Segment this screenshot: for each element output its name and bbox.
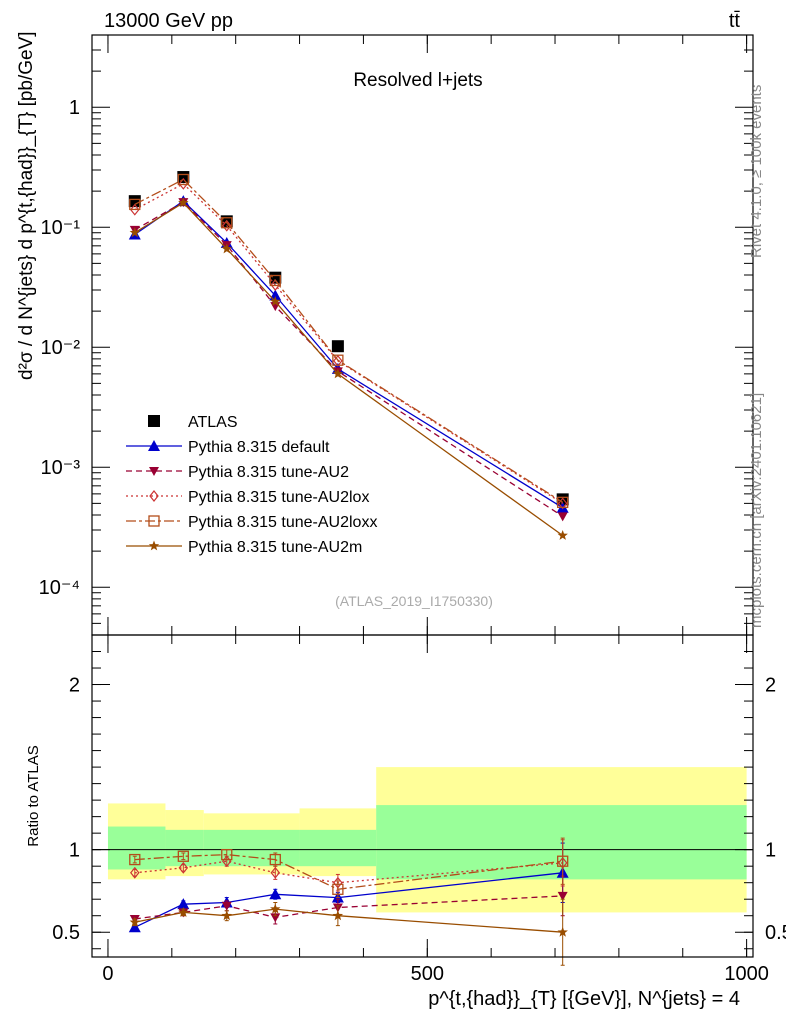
legend-marker-au2loxx xyxy=(148,515,160,527)
legend-marker-au2lox xyxy=(149,490,159,502)
main-point-au2m xyxy=(270,296,281,307)
ratio-point-au2 xyxy=(557,891,568,901)
legend: ATLAS Pythia 8.315 default Pythia 8.315 tu… xyxy=(126,414,377,556)
ratio-point-au2loxx xyxy=(129,853,141,866)
main-point-data xyxy=(331,340,344,353)
process-label: tt̄ xyxy=(729,10,741,32)
legend-marker-au2m xyxy=(148,540,160,551)
ratio-point-au2loxx xyxy=(221,848,233,861)
ratio-point-au2m xyxy=(178,906,189,917)
main-point-data xyxy=(269,271,282,284)
main-point-au2loxx xyxy=(557,496,569,508)
axis-ticks: 10⁻⁴ 10⁻³ 10⁻² 10⁻¹ 1 0.5 0.5 1 1 2 2 0 500 1000 xyxy=(39,34,786,985)
main-point-au2 xyxy=(557,512,568,522)
main-point-au2loxx xyxy=(221,217,233,229)
ratio-line-au2m xyxy=(134,908,563,933)
legend-label-au2m: Pythia 8.315 tune-AU2m xyxy=(188,539,362,556)
ratio-point-au2lox xyxy=(270,866,281,879)
ratio-point-au2lox xyxy=(178,861,189,874)
ratio-point-au2m xyxy=(332,910,344,921)
main-ytick-label: 1 xyxy=(69,97,80,119)
main-point-data xyxy=(128,195,141,208)
ratio-point-au2m xyxy=(270,903,281,914)
main-line-au2lox xyxy=(134,183,564,504)
legend-marker-data xyxy=(148,415,160,427)
main-ytick-label: 10⁻¹ xyxy=(41,217,81,239)
plot-title: Resolved l+jets xyxy=(353,70,482,91)
main-point-au2lox xyxy=(130,203,140,216)
ratio-line-au2loxx xyxy=(134,853,563,890)
legend-label-default: Pythia 8.315 default xyxy=(188,439,330,456)
legend-label-au2loxx: Pythia 8.315 tune-AU2loxx xyxy=(188,514,377,531)
ratio-point-au2m xyxy=(129,916,140,927)
main-series-group xyxy=(128,171,569,540)
ratio-frame xyxy=(91,634,754,958)
ratio-point-au2m xyxy=(221,910,232,921)
band-inner-0 xyxy=(107,826,166,870)
main-ytick-label: 10⁻² xyxy=(41,337,81,359)
ratio-series-group xyxy=(128,837,569,966)
main-line-default xyxy=(134,200,564,509)
main-point-au2loxx xyxy=(129,198,141,211)
mcplots-label: mcplots.cern.ch [arXiv:2401.10621] xyxy=(748,393,765,628)
energy-label: 13000 GeV pp xyxy=(104,10,233,32)
ratio-point-default xyxy=(269,888,282,900)
main-point-au2loxx xyxy=(332,354,344,366)
main-point-au2m xyxy=(221,243,232,254)
ratio-ytick-label: 1 xyxy=(69,840,80,862)
main-point-au2lox xyxy=(221,219,232,232)
main-point-au2lox xyxy=(333,354,343,367)
rivet-label: Rivet 4.1.0, ≥ 100k events xyxy=(748,85,765,258)
legend-marker-au2 xyxy=(149,467,159,476)
legend-label-au2lox: Pythia 8.315 tune-AU2lox xyxy=(188,489,369,506)
ratio-line-au2lox xyxy=(134,860,563,884)
xtick-label: 500 xyxy=(411,963,444,985)
ratio-ytick-label: 0.5 xyxy=(52,922,80,944)
main-point-au2m xyxy=(332,368,344,379)
main-point-data xyxy=(177,171,190,184)
main-point-au2loxx xyxy=(269,274,281,287)
band-inner-4 xyxy=(376,805,747,880)
main-ytick-label: 10⁻³ xyxy=(41,457,81,479)
ratio-ytick-label-right: 0.5 xyxy=(765,922,786,944)
analysis-tag: (ATLAS_2019_I1750330) xyxy=(335,593,493,609)
main-ylabel-text: d²σ / d N^{jets} d p^{t,{had}}_{T} [pb/G… xyxy=(16,31,37,380)
main-point-au2loxx xyxy=(177,173,189,186)
ratio-point-au2 xyxy=(221,901,232,911)
band-inner-3 xyxy=(299,829,377,867)
band-inner-2 xyxy=(203,829,300,867)
ratio-point-default xyxy=(128,921,141,933)
legend-label-data: ATLAS xyxy=(188,414,238,431)
ratio-point-au2loxx xyxy=(177,850,189,862)
main-point-au2m xyxy=(129,227,140,238)
ratio-xlabel: p^{t,{had}}_{T} [{GeV}], N^{jets} = 4 xyxy=(428,988,740,1010)
ratio-point-au2loxx xyxy=(269,853,281,866)
uncertainty-bands xyxy=(92,767,753,913)
ratio-ytick-label: 2 xyxy=(69,675,80,697)
xtick-label: 1000 xyxy=(724,963,769,985)
ratio-point-au2loxx xyxy=(557,855,569,867)
legend-marker-default xyxy=(148,440,160,451)
main-line-au2loxx xyxy=(134,178,564,503)
ratio-point-au2 xyxy=(270,913,281,923)
ratio-point-au2m xyxy=(557,926,568,937)
ratio-ytick-label-right: 2 xyxy=(765,675,776,697)
main-line-au2m xyxy=(134,201,564,537)
main-point-au2m xyxy=(178,197,189,208)
ratio-point-au2lox xyxy=(130,866,140,879)
ratio-point-default xyxy=(177,898,190,910)
band-inner-1 xyxy=(165,829,204,867)
main-point-au2lox xyxy=(557,497,568,510)
main-point-au2m xyxy=(557,530,568,540)
ratio-point-au2loxx xyxy=(332,883,344,895)
xtick-label: 0 xyxy=(102,963,113,985)
ratio-ytick-label-right: 1 xyxy=(765,840,776,862)
main-ytick-label: 10⁻⁴ xyxy=(39,577,80,599)
legend-label-au2: Pythia 8.315 tune-AU2 xyxy=(188,464,349,481)
main-ylabel: d²σ / d N^{jets} d p^{t,{had}}_{T} [pb/G… xyxy=(16,31,37,380)
ratio-ylabel: Ratio to ATLAS xyxy=(25,745,42,846)
ratio-line-default xyxy=(134,872,563,928)
